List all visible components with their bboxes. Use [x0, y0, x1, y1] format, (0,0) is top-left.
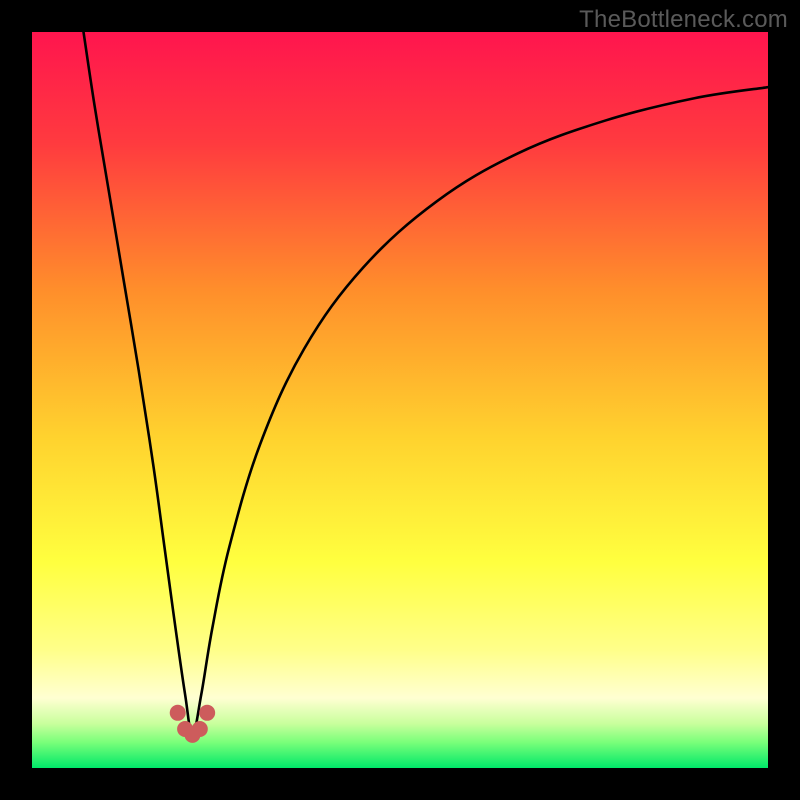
chart-container: TheBottleneck.com	[0, 0, 800, 800]
curve-marker	[170, 705, 186, 721]
plot-area	[32, 32, 768, 768]
curve-marker	[192, 721, 208, 737]
watermark-label: TheBottleneck.com	[579, 6, 788, 34]
curve-marker	[199, 705, 215, 721]
plot-svg	[32, 32, 768, 768]
